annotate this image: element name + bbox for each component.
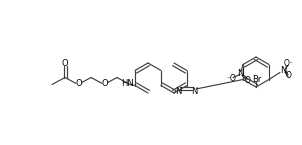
- Text: O: O: [76, 79, 82, 88]
- Text: N: N: [280, 66, 286, 75]
- Text: N: N: [191, 87, 197, 97]
- Text: O: O: [286, 71, 292, 80]
- Text: O⁻: O⁻: [284, 59, 294, 68]
- Text: Br: Br: [252, 75, 262, 84]
- Text: ⁻O: ⁻O: [226, 74, 236, 83]
- Text: N: N: [237, 69, 243, 78]
- Text: O: O: [102, 79, 108, 88]
- Text: HN: HN: [120, 79, 133, 88]
- Text: N: N: [175, 87, 181, 97]
- Text: O: O: [62, 59, 68, 68]
- Text: O: O: [102, 79, 108, 88]
- Text: O: O: [76, 79, 82, 88]
- Text: O: O: [245, 76, 251, 85]
